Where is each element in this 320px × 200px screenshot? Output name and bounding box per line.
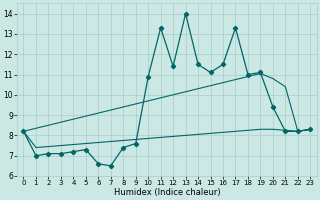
X-axis label: Humidex (Indice chaleur): Humidex (Indice chaleur) (114, 188, 220, 197)
